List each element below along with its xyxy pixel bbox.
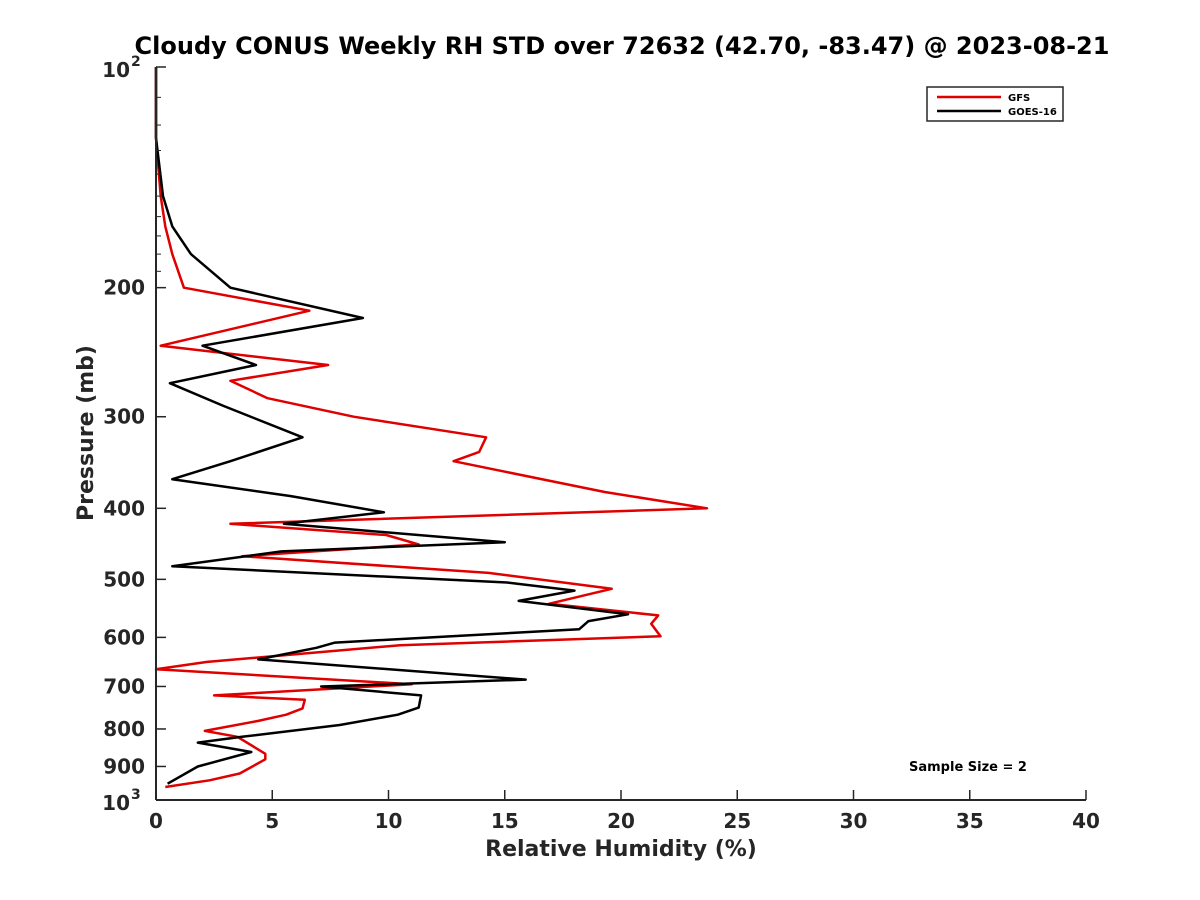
y-tick-exponent: 2: [131, 54, 141, 70]
y-tick-label: 400: [103, 496, 145, 520]
y-tick-label: 700: [103, 674, 145, 698]
series-line-goes16: [154, 67, 630, 785]
legend-label-goes16: GOES-16: [1008, 107, 1057, 118]
y-tick-label: 300: [103, 405, 145, 429]
x-ticks: 0 5 10 15 20 25 30 35 40: [149, 790, 1100, 833]
y-tick-label: 500: [103, 567, 145, 591]
y-tick-label: 10: [102, 791, 130, 815]
sample-size-annotation: Sample Size = 2: [909, 760, 1027, 775]
y-tick-label: 10: [102, 58, 130, 82]
legend-label-gfs: GFS: [1008, 93, 1030, 104]
y-tick-label: 200: [103, 276, 145, 300]
x-tick-label: 20: [607, 809, 635, 833]
x-tick-label: 15: [491, 809, 519, 833]
x-tick-label: 10: [375, 809, 403, 833]
x-tick-label: 25: [723, 809, 751, 833]
x-tick-label: 0: [149, 809, 163, 833]
series-line-gfs: [154, 67, 709, 789]
y-tick-label: 600: [103, 625, 145, 649]
x-tick-label: 35: [956, 809, 984, 833]
y-tick-label: 800: [103, 717, 145, 741]
y-tick-exponent: 3: [131, 787, 141, 803]
x-tick-label: 40: [1072, 809, 1100, 833]
y-tick-label: 900: [103, 754, 145, 778]
legend: GFS GOES-16: [926, 86, 1064, 122]
x-tick-label: 30: [840, 809, 868, 833]
chart-title: Cloudy CONUS Weekly RH STD over 72632 (4…: [135, 32, 1110, 60]
x-tick-label: 5: [265, 809, 279, 833]
legend-box: [926, 86, 1064, 122]
y-axis-label: Pressure (mb): [74, 345, 99, 521]
plot-lines: [154, 67, 709, 789]
x-axis-label: Relative Humidity (%): [485, 837, 757, 862]
